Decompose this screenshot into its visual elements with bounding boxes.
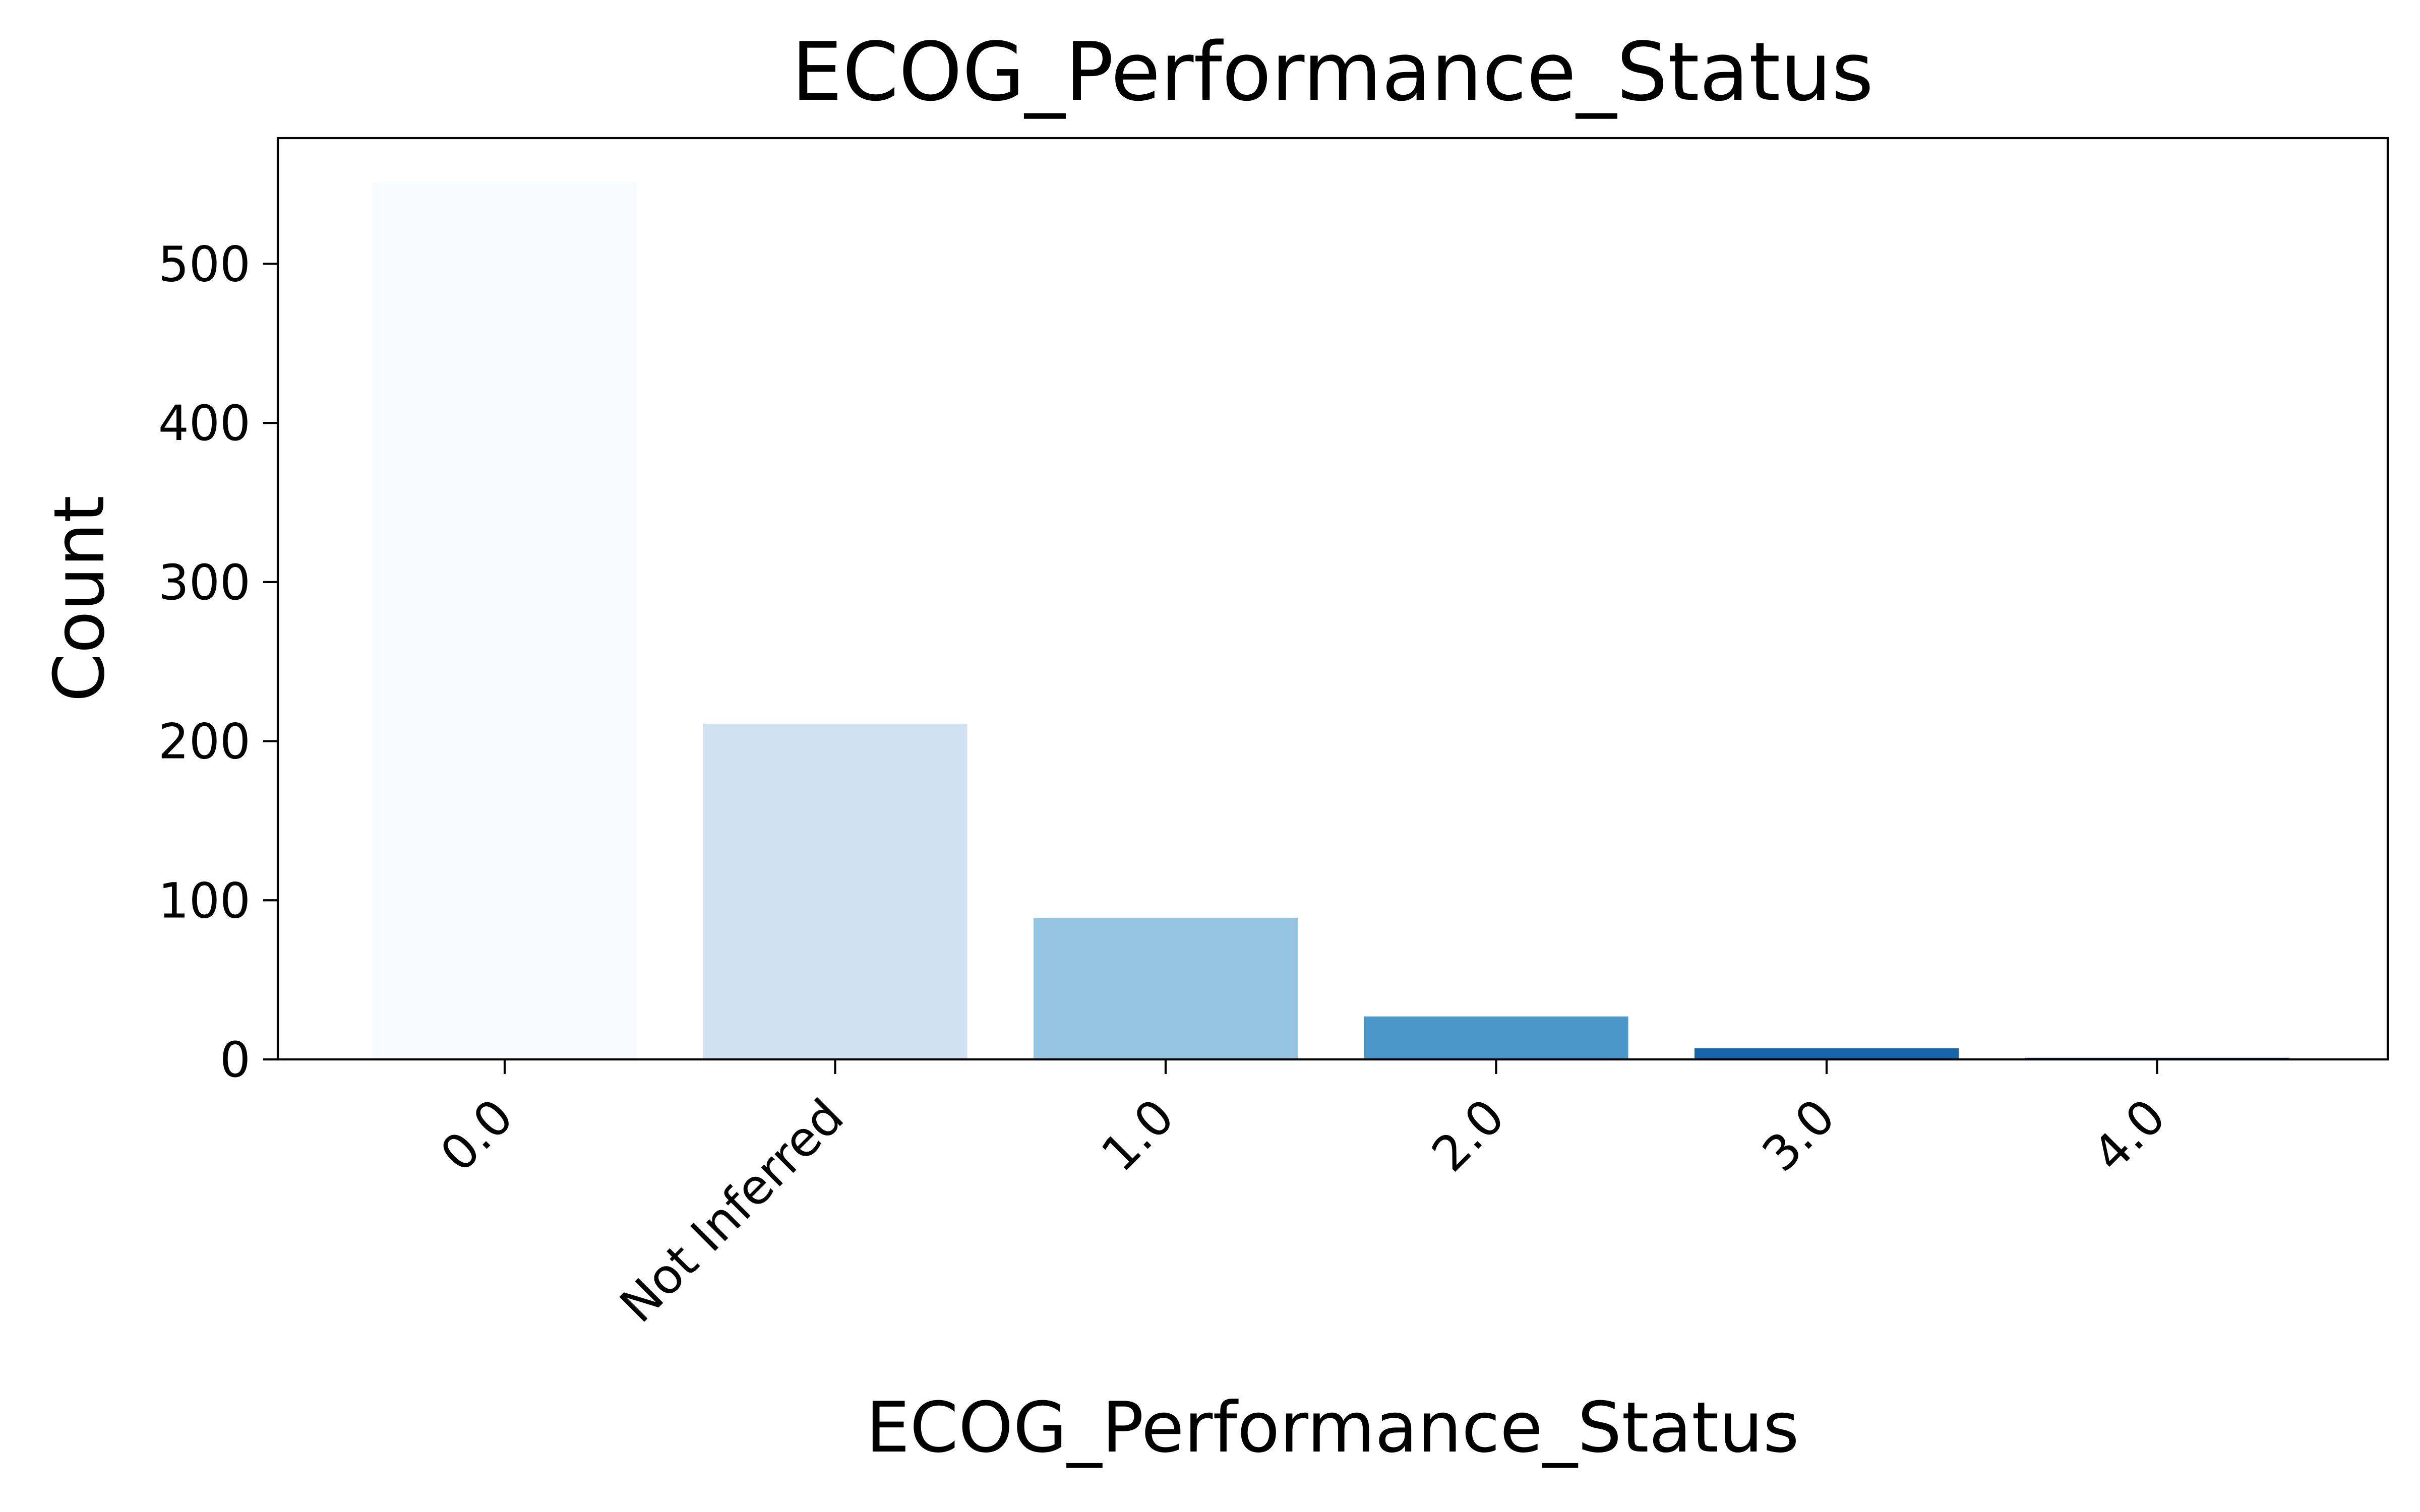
y-tick-label-5: 500 — [158, 236, 251, 292]
plot-area-frame — [276, 137, 2389, 1061]
y-tick-label-2: 200 — [158, 714, 251, 770]
bars-group — [373, 182, 2289, 1060]
y-tick-label-4: 400 — [158, 395, 251, 452]
bar-3 — [1364, 1016, 1628, 1059]
y-tick-label-0: 0 — [220, 1032, 251, 1088]
y-axis-ticks: 0 100 200 300 400 500 — [158, 236, 278, 1088]
bar-4 — [1695, 1048, 1959, 1059]
chart-title: ECOG_Performance_Status — [792, 25, 1873, 119]
y-tick-label-1: 100 — [158, 872, 251, 929]
bar-0 — [373, 182, 637, 1060]
x-axis-label: ECOG_Performance_Status — [866, 1387, 1799, 1468]
bar-2 — [1034, 918, 1298, 1059]
y-axis-label: Count — [39, 495, 120, 702]
y-tick-label-3: 300 — [158, 554, 251, 611]
bar-1 — [703, 723, 967, 1059]
